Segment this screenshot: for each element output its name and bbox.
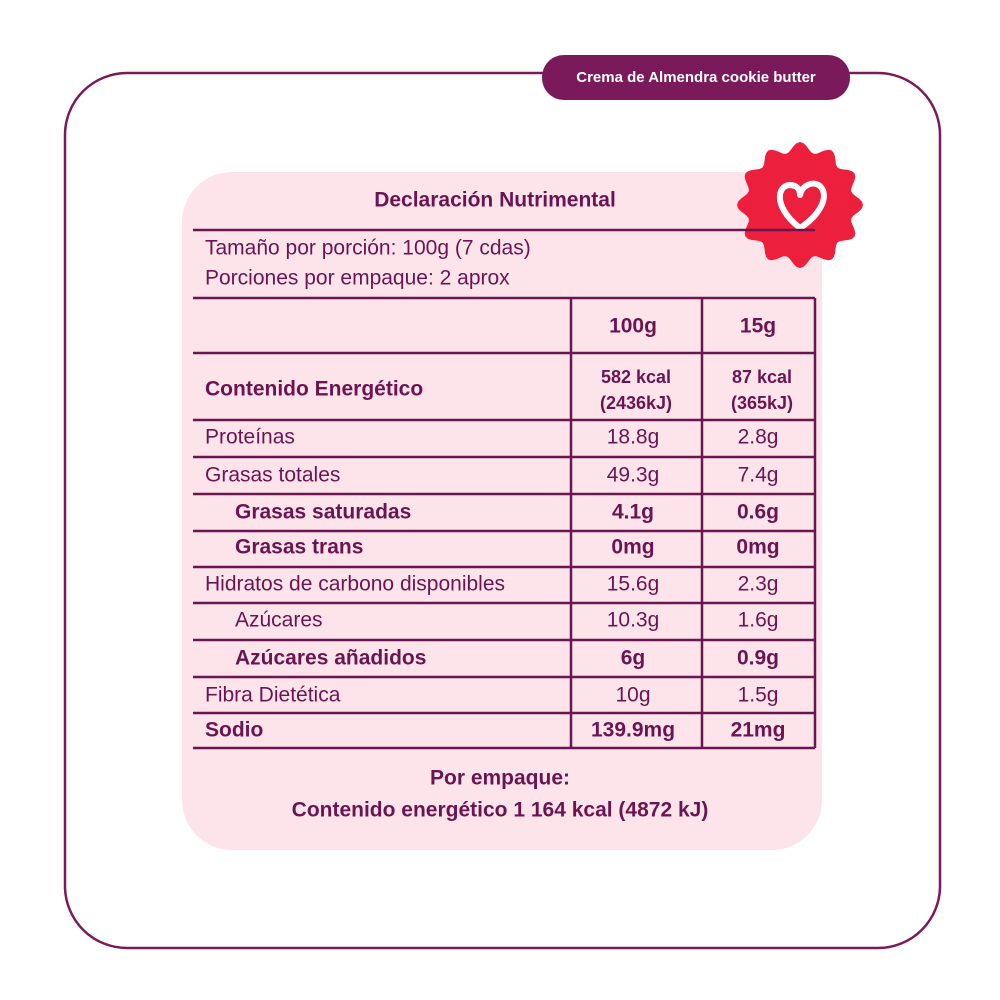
card bbox=[182, 172, 822, 850]
tag: Crema de Almendra cookie butter bbox=[576, 69, 816, 86]
cell: 4.1g bbox=[612, 501, 654, 524]
row-label: Proteínas bbox=[205, 426, 295, 449]
cell: 1.6g bbox=[738, 609, 779, 632]
cell: (2436kJ) bbox=[600, 393, 672, 413]
col-header: 100g bbox=[609, 315, 657, 338]
cell: 0mg bbox=[611, 536, 654, 559]
cell: 10.3g bbox=[607, 609, 660, 632]
tag-pill bbox=[542, 55, 850, 100]
cell: 10g bbox=[615, 684, 650, 707]
cell: 0mg bbox=[736, 536, 779, 559]
footer: Contenido energético 1 164 kcal (4872 kJ… bbox=[292, 799, 709, 822]
row-label: Fibra Dietética bbox=[205, 684, 341, 707]
row-label: Azúcares bbox=[235, 609, 323, 632]
cell: 49.3g bbox=[607, 464, 660, 487]
row-label: Grasas saturadas bbox=[235, 501, 411, 524]
table-rules bbox=[193, 228, 817, 750]
cell: 6g bbox=[621, 647, 646, 670]
cell: 2.3g bbox=[738, 573, 779, 596]
cell: 582 kcal bbox=[601, 367, 671, 387]
cell: 1.5g bbox=[738, 684, 779, 707]
footer: Por empaque: bbox=[430, 767, 570, 790]
heart-icon bbox=[776, 180, 827, 231]
rows: Proteínas 18.8g 2.8g Grasas totales 49.3g 7.4… bbox=[205, 426, 785, 742]
cell: 2.8g bbox=[738, 426, 779, 449]
cell: (365kJ) bbox=[731, 393, 793, 413]
cell: 18.8g bbox=[607, 426, 660, 449]
badge bbox=[737, 142, 863, 268]
serving: Porciones por empaque: 2 aprox bbox=[205, 267, 510, 290]
cell: 21mg bbox=[731, 719, 786, 742]
row-label: Contenido Energético bbox=[205, 378, 423, 401]
row-label: Sodio bbox=[205, 719, 263, 742]
row-label: Grasas trans bbox=[235, 536, 363, 559]
cell: 7.4g bbox=[738, 464, 779, 487]
cell: 0.9g bbox=[737, 647, 779, 670]
cell: 87 kcal bbox=[732, 367, 792, 387]
cell: 0.6g bbox=[737, 501, 779, 524]
frame bbox=[63, 71, 942, 950]
label-title: Declaración Nutrimental bbox=[374, 189, 616, 212]
col-header: 15g bbox=[740, 315, 776, 338]
row-label: Grasas totales bbox=[205, 464, 340, 487]
cell: 139.9mg bbox=[591, 719, 675, 742]
cell: 15.6g bbox=[607, 573, 660, 596]
row-label: Hidratos de carbono disponibles bbox=[205, 573, 505, 596]
row-label: Azúcares añadidos bbox=[235, 647, 426, 670]
serving: Tamaño por porción: 100g (7 cdas) bbox=[205, 237, 531, 260]
